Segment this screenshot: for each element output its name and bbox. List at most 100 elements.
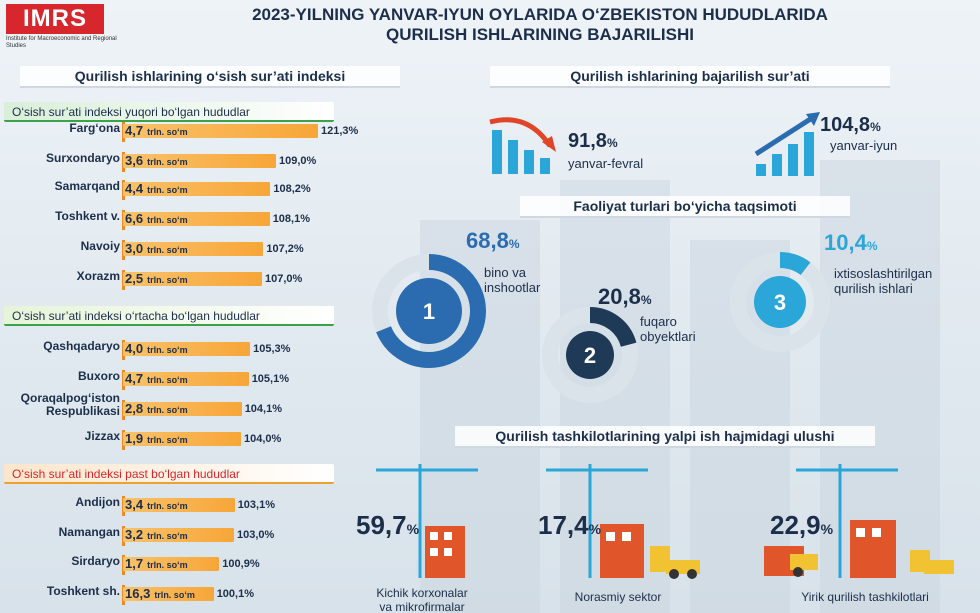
group-heading: O‘sish sur’ati indeksi yuqori bo‘lgan hu…	[4, 102, 334, 122]
index-bar	[123, 272, 262, 286]
donut-number: 3	[774, 290, 786, 315]
org-small-value: 59,7%	[356, 510, 419, 541]
index-bar	[123, 432, 241, 446]
volume-unit: trln. so‘m	[147, 245, 188, 255]
volume-number: 1,7	[125, 556, 144, 571]
donut-specialized: 3	[730, 252, 830, 352]
decline-chart-icon	[489, 117, 556, 174]
volume-value: 4,7 trln. so‘m	[125, 123, 188, 138]
group-heading: O‘sish sur’ati indeksi o‘rtacha bo‘lgan …	[4, 306, 334, 326]
activity-3-label: ixtisoslashtirilgan qurilish ishlari	[834, 266, 932, 296]
region-name: Navoiy	[80, 239, 120, 253]
region-name: Toshkent sh.	[46, 584, 120, 598]
index-percent: 103,0%	[237, 529, 275, 541]
rate-jan-feb-value: 91,8%	[568, 130, 618, 153]
volume-number: 3,4	[125, 497, 144, 512]
volume-value: 4,0 trln. so‘m	[125, 341, 188, 356]
region-name: Farg‘ona	[69, 121, 120, 135]
volume-number: 3,6	[125, 153, 144, 168]
index-bar	[123, 587, 214, 601]
volume-value: 3,4 trln. so‘m	[125, 497, 188, 512]
index-percent: 109,0%	[279, 155, 317, 167]
region-name: Surxondaryo	[45, 151, 120, 165]
index-bar	[123, 212, 270, 226]
volume-value: 3,2 trln. so‘m	[125, 527, 188, 542]
rate-section-title: Qurilish ishlarining bajarilish sur’ati	[490, 66, 890, 88]
region-name: Andijon	[75, 495, 120, 509]
volume-value: 3,6 trln. so‘m	[125, 153, 188, 168]
index-percent: 104,0%	[244, 433, 282, 445]
volume-value: 16,3 trln. so‘m	[125, 586, 195, 601]
org-large-pct: %	[820, 521, 834, 537]
index-percent: 103,1%	[237, 499, 275, 511]
org-small-label: Kichik korxonalar va mikrofirmalar	[352, 586, 492, 613]
activity-1-number: 68,8	[466, 228, 509, 253]
volume-unit: trln. so‘m	[147, 560, 188, 570]
region-name: Xorazm	[76, 269, 120, 283]
region-row: Qoraqalpog‘iston Respublikasi 2,8 trln. so…	[0, 392, 345, 422]
volume-unit: trln. so‘m	[147, 375, 188, 385]
org-small-number: 59,7	[356, 510, 407, 540]
volume-number: 2,8	[125, 401, 144, 416]
title-line-2: QURILISH ISHLARINING BAJARILISHI	[386, 25, 694, 44]
volume-value: 3,0 trln. so‘m	[125, 241, 188, 256]
index-percent: 100,1%	[216, 588, 254, 600]
activity-3-label-1: ixtisoslashtirilgan	[834, 266, 933, 281]
volume-number: 6,6	[125, 211, 144, 226]
region-row: Surxondaryo 3,6 trln. so‘m 109,0%	[0, 152, 345, 174]
index-section-title: Qurilish ishlarining o‘sish sur’ati inde…	[20, 66, 400, 88]
region-row: Farg‘ona 4,7 trln. so‘m 121,3%	[0, 121, 358, 144]
page-title: 2023-YILNING YANVAR-IYUN OYLARIDA O‘ZBEK…	[140, 5, 940, 45]
rate-left-pct: %	[606, 136, 618, 150]
volume-number: 4,0	[125, 341, 144, 356]
title-line-1: 2023-YILNING YANVAR-IYUN OYLARIDA O‘ZBEK…	[252, 5, 828, 24]
index-bar	[123, 182, 271, 196]
org-informal-value: 17,4%	[538, 510, 601, 541]
volume-unit: trln. so‘m	[147, 531, 188, 541]
region-name: Namangan	[58, 525, 120, 539]
region-name: Jizzax	[84, 429, 120, 443]
growth-chart-icon	[754, 112, 820, 176]
region-row: Andijon 3,4 trln. so‘m 103,1%	[0, 496, 345, 518]
volume-value: 1,9 trln. so‘m	[125, 431, 188, 446]
activity-1-label-2: inshootlar	[484, 280, 541, 295]
donut-buildings: 1	[372, 254, 486, 368]
donut-arc	[730, 252, 830, 352]
donut-center	[566, 331, 614, 379]
org-large-number: 22,9	[770, 510, 821, 540]
index-percent: 104,1%	[244, 403, 282, 415]
activity-2-label-2: obyektlari	[640, 329, 696, 344]
rate-left-number: 91,8	[568, 130, 607, 152]
volume-unit: trln. so‘m	[147, 501, 188, 511]
group-heading: O‘sish sur’ati indeksi past bo‘lgan hudu…	[4, 464, 334, 484]
activity-3-number: 10,4	[824, 230, 867, 255]
activity-1-value: 68,8%	[466, 228, 520, 254]
index-bar	[123, 242, 264, 256]
index-percent: 107,2%	[266, 243, 304, 255]
region-row: Sirdaryo 1,7 trln. so‘m 100,9%	[0, 555, 345, 577]
donut-civil-objects: 2	[542, 307, 638, 403]
index-bar	[123, 342, 251, 356]
region-name: Buxoro	[78, 369, 120, 383]
volume-value: 4,7 trln. so‘m	[125, 371, 188, 386]
volume-number: 4,7	[125, 123, 144, 138]
index-percent: 105,3%	[253, 343, 291, 355]
volume-number: 1,9	[125, 431, 144, 446]
donut-center	[396, 278, 462, 344]
volume-value: 1,7 trln. so‘m	[125, 556, 188, 571]
activity-3-value: 10,4%	[824, 230, 878, 256]
org-large-value: 22,9%	[770, 510, 833, 541]
logo-subtitle: Institute for Macroeconomic and Regional…	[6, 36, 117, 49]
volume-unit: trln. so‘m	[154, 590, 195, 600]
donut-arc	[372, 254, 486, 368]
org-informal-label: Norasmiy sektor	[574, 590, 662, 604]
org-section-title: Qurilish tashkilotlarining yalpi ish haj…	[455, 426, 875, 448]
rate-right-pct: %	[870, 120, 881, 134]
index-percent: 108,2%	[273, 183, 311, 195]
index-bar	[123, 372, 249, 386]
volume-unit: trln. so‘m	[147, 345, 188, 355]
index-percent: 100,9%	[222, 558, 260, 570]
activity-3-pct: %	[866, 239, 878, 253]
region-row: Xorazm 2,5 trln. so‘m 107,0%	[0, 270, 345, 292]
region-row: Navoiy 3,0 trln. so‘m 107,2%	[0, 240, 345, 262]
